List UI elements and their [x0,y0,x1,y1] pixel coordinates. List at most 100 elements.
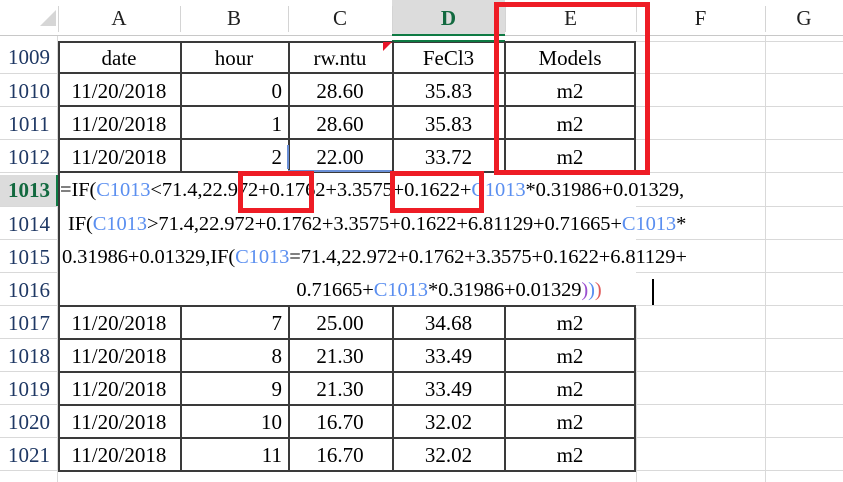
cell-c1018[interactable]: 21.30 [316,344,364,368]
active-cell-top-border [392,40,505,42]
column-divider[interactable] [288,6,289,32]
cell-c1011[interactable]: 28.60 [316,112,364,136]
row-header-1019[interactable]: 1019 [0,374,58,404]
gridline [636,206,843,207]
column-divider[interactable] [636,6,637,32]
closing-paren-3: ) [594,279,602,301]
row-header-edge [57,36,58,482]
row-divider[interactable] [0,73,58,74]
cell-d1017[interactable]: 34.68 [424,311,473,335]
cell-a1017[interactable]: 11/20/2018 [71,311,167,335]
row-header-1021[interactable]: 1021 [0,440,58,470]
formula-line-2[interactable]: IF(C1013>71.4,22.972+0.1762+3.3575+0.162… [68,209,843,239]
row-divider[interactable] [0,371,58,372]
row-divider[interactable] [0,106,58,107]
row-header-1014[interactable]: 1014 [0,209,58,239]
row-header-1011[interactable]: 1011 [0,109,58,139]
cell-c1010[interactable]: 28.60 [316,79,364,103]
column-header-f[interactable]: F [636,0,765,36]
gridline [636,470,843,471]
cell-a1020[interactable]: 11/20/2018 [71,410,167,434]
row-header-1016[interactable]: 1016 [0,275,58,305]
cell-e1021[interactable]: m2 [556,443,584,467]
formula-block-border [58,172,60,307]
cell-b1017[interactable]: 7 [271,311,283,335]
cell-e1017[interactable]: m2 [556,311,584,335]
comment-indicator-icon[interactable] [383,42,392,51]
row-header-1009[interactable]: 1009 [0,42,58,72]
row-divider[interactable] [0,239,58,240]
cell-c1009[interactable]: rw.ntu [313,46,367,70]
cell-a1010[interactable]: 11/20/2018 [71,79,167,103]
row-header-1010[interactable]: 1010 [0,76,58,106]
cell-d1010[interactable]: 35.83 [424,79,473,103]
row-header-1017[interactable]: 1017 [0,308,58,338]
cell-b1012[interactable]: 2 [271,145,283,169]
row-divider[interactable] [0,437,58,438]
cell-b1021[interactable]: 11 [261,443,282,467]
row-divider[interactable] [0,305,58,306]
column-divider[interactable] [180,6,181,32]
cell-b1020[interactable]: 10 [261,410,282,434]
cell-d1018[interactable]: 33.49 [424,344,473,368]
cell-e1011[interactable]: m2 [556,112,584,136]
cell-d1011[interactable]: 35.83 [424,112,473,136]
row-divider[interactable] [0,272,58,273]
formula-text: IF( [68,213,93,235]
cell-a1021[interactable]: 11/20/2018 [71,443,167,467]
row-header-1020[interactable]: 1020 [0,407,58,437]
formula-line-3[interactable]: 0.31986+0.01329,IF(C1013=71.4,22.972+0.1… [62,242,840,272]
cell-e1010[interactable]: m2 [556,79,584,103]
cell-b1011[interactable]: 1 [271,112,283,136]
cell-c1020[interactable]: 16.70 [316,410,364,434]
row-divider[interactable] [0,206,58,207]
row-header-1013[interactable]: 1013 [0,175,58,206]
cell-reference: C1013 [92,213,147,235]
column-divider[interactable] [765,6,766,32]
cell-a1019[interactable]: 11/20/2018 [71,377,167,401]
cell-d1009[interactable]: FeCl3 [422,46,475,70]
cell-d1020[interactable]: 32.02 [424,410,473,434]
column-header-a[interactable]: A [58,0,180,36]
cell-a1009[interactable]: date [101,46,137,70]
cell-a1011[interactable]: 11/20/2018 [71,112,167,136]
column-header-b[interactable]: B [180,0,288,36]
cell-e1012[interactable]: m2 [556,145,584,169]
cell-a1012[interactable]: 11/20/2018 [71,145,167,169]
cell-e1019[interactable]: m2 [556,377,584,401]
cell-b1019[interactable]: 9 [271,377,283,401]
row-divider[interactable] [0,470,58,471]
cell-e1018[interactable]: m2 [556,344,584,368]
cell-e1020[interactable]: m2 [556,410,584,434]
cell-b1018[interactable]: 8 [271,344,283,368]
select-all-triangle-icon[interactable] [40,10,56,26]
formula-line-4[interactable]: 0.71665+C1013*0.31986+0.01329))) [60,275,838,305]
cell-b1009[interactable]: hour [214,46,254,70]
cell-d1019[interactable]: 33.49 [424,377,473,401]
cell-c1012[interactable]: 22.00 [316,145,364,169]
cell-c1021[interactable]: 16.70 [316,443,364,467]
column-divider[interactable] [392,6,393,32]
row-header-1018[interactable]: 1018 [0,341,58,371]
cell-d1021[interactable]: 32.02 [424,443,473,467]
row-divider[interactable] [0,139,58,140]
column-header-g[interactable]: G [765,0,843,36]
formula-text: *0.31986+0.01329 [427,279,582,301]
row-header-1012[interactable]: 1012 [0,142,58,172]
row-divider[interactable] [0,404,58,405]
cell-d1012[interactable]: 33.72 [424,145,473,169]
cell-e1009[interactable]: Models [538,46,602,70]
cell-c1017[interactable]: 25.00 [316,311,364,335]
row-divider[interactable] [0,338,58,339]
cell-c1019[interactable]: 21.30 [316,377,364,401]
column-divider[interactable] [505,6,506,32]
column-header-d[interactable]: D [392,0,505,36]
row-divider[interactable] [0,172,58,173]
row-header-1015[interactable]: 1015 [0,242,58,272]
table-border [504,41,506,172]
cell-b1010[interactable]: 0 [271,79,283,103]
cell-a1018[interactable]: 11/20/2018 [71,344,167,368]
column-header-c[interactable]: C [288,0,392,36]
column-divider[interactable] [58,6,59,32]
